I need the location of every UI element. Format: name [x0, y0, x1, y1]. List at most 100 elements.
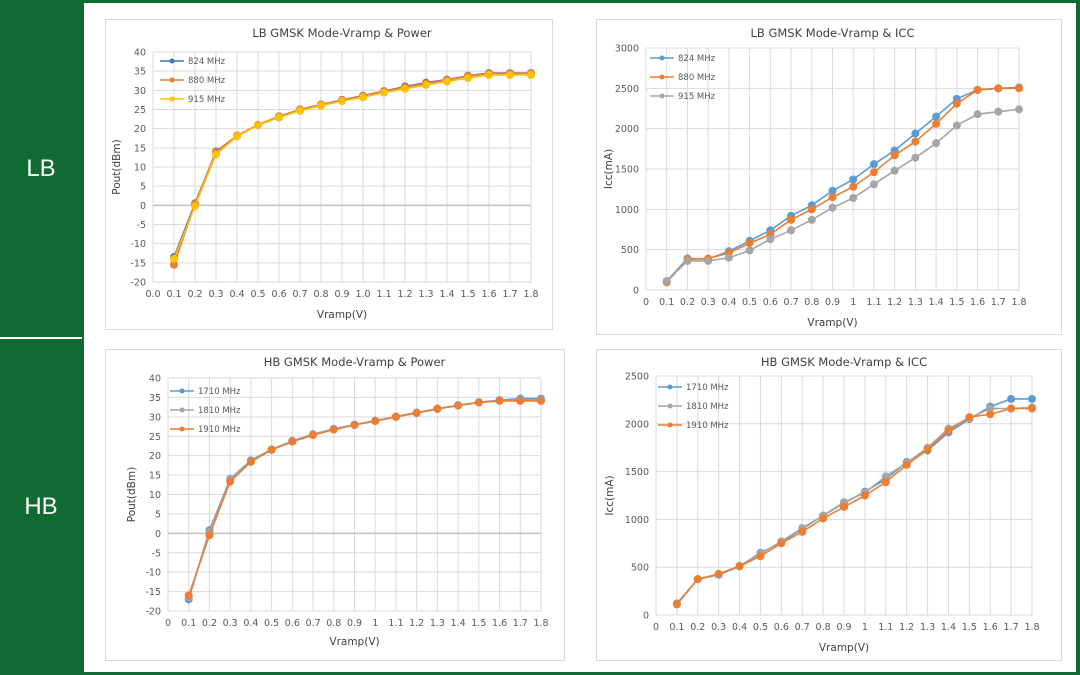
x-tick-label: 0.8: [326, 618, 341, 629]
x-tick-label: 0.7: [306, 618, 321, 629]
chart-panel: [84, 3, 1076, 672]
x-tick-label: 0.7: [292, 289, 307, 300]
legend-entry: 824 MHz: [188, 57, 226, 67]
y-tick-label: 20: [134, 124, 146, 135]
x-tick-label: 0.2: [187, 289, 202, 300]
data-point: [869, 160, 878, 169]
legend-entry: 1910 MHz: [686, 421, 729, 431]
data-point: [672, 600, 681, 609]
data-point: [233, 132, 241, 141]
x-tick-label: 1.7: [1004, 622, 1019, 633]
legend-entry: 1810 MHz: [686, 402, 729, 412]
y-tick-label: 15: [149, 471, 161, 482]
x-tick-label: 0.8: [804, 297, 819, 308]
data-point: [807, 215, 816, 224]
data-point: [246, 457, 255, 466]
chart-0: 0.0 0.1 0.2 0.3 0.4 0.5 0.6 0.7 0.8 0.9 1.0 1.1 1.2 1…: [111, 26, 539, 321]
x-tick-label: 0.5: [250, 289, 265, 300]
data-point: [474, 398, 483, 407]
data-point: [724, 253, 733, 262]
series-line: [187, 400, 541, 596]
y-axis-label: Pout(dBm): [126, 467, 138, 522]
x-tick-label: 1.5: [962, 622, 977, 633]
y-tick-label: 2500: [615, 84, 639, 95]
data-point: [986, 404, 995, 413]
y-tick-label: 30: [149, 412, 161, 423]
y-tick-label: 0: [155, 529, 161, 540]
x-tick-label: 0.9: [347, 618, 362, 629]
legend-marker: [179, 407, 185, 413]
data-point: [766, 235, 775, 244]
data-point: [890, 151, 899, 160]
data-point: [965, 413, 974, 422]
y-tick-label: -5: [137, 220, 146, 231]
x-tick-label: 1.2: [409, 618, 424, 629]
data-point: [745, 239, 754, 248]
x-tick-label: 0.8: [816, 622, 831, 633]
x-axis-label: Vramp(V): [317, 309, 367, 321]
data-point: [329, 425, 338, 434]
data-point: [986, 410, 995, 419]
x-tick-label: 0.2: [680, 297, 695, 308]
y-tick-label: 0: [633, 286, 639, 297]
data-point: [662, 277, 671, 286]
x-tick-label: 0.5: [742, 297, 757, 308]
x-tick-label: 1: [850, 297, 856, 308]
band-sidebar: LB HB: [0, 0, 82, 675]
data-point: [1007, 394, 1016, 403]
data-point: [828, 186, 837, 195]
data-point: [745, 246, 754, 255]
y-tick-label: 35: [149, 393, 161, 404]
x-tick-label: 1.4: [439, 289, 454, 300]
x-tick-label: 0.4: [732, 622, 747, 633]
data-point: [860, 491, 869, 500]
x-tick-label: 0: [653, 622, 659, 633]
data-point: [516, 396, 525, 405]
y-tick-label: 35: [134, 67, 146, 78]
legend-entry: 824 MHz: [678, 54, 716, 64]
legend-marker: [667, 403, 673, 409]
y-tick-label: 20: [149, 451, 161, 462]
y-tick-label: -15: [130, 258, 146, 269]
y-tick-label: 15: [134, 143, 146, 154]
y-tick-label: 10: [134, 163, 146, 174]
x-tick-label: 0.9: [836, 622, 851, 633]
x-tick-label: 0.5: [264, 618, 279, 629]
data-point: [359, 93, 367, 102]
data-point: [464, 74, 472, 83]
x-tick-label: 0.7: [784, 297, 799, 308]
data-point: [506, 71, 514, 79]
x-axis-label: Vramp(V): [807, 317, 857, 329]
data-point: [849, 175, 858, 184]
data-point: [205, 531, 214, 540]
series-line: [187, 398, 542, 598]
band-label-hb: HB: [24, 493, 58, 520]
x-tick-label: 1.4: [451, 618, 466, 629]
data-point: [756, 552, 765, 561]
y-tick-label: 5: [155, 509, 161, 520]
y-axis-label: Pout(dBm): [111, 139, 123, 194]
x-tick-label: 1.6: [970, 297, 985, 308]
chart-title: LB GMSK Mode-Vramp & Power: [252, 26, 432, 40]
x-tick-label: 1.4: [941, 622, 956, 633]
data-point: [849, 194, 858, 203]
legend-marker: [667, 422, 673, 428]
chart-1: 0 0.1 0.2 0.3 0.4 0.5 0.6 0.7 0.8 0.9 1 1.1 1.2 1.3 1.…: [603, 26, 1027, 329]
y-tick-label: 25: [134, 105, 146, 116]
y-tick-label: 5: [140, 182, 146, 193]
x-tick-label: 1.2: [887, 297, 902, 308]
x-tick-label: 1.1: [866, 297, 881, 308]
x-tick-label: 1.1: [388, 618, 403, 629]
x-tick-label: 1.5: [471, 618, 486, 629]
data-point: [1007, 404, 1016, 413]
data-point: [704, 256, 713, 265]
x-tick-label: 1.5: [949, 297, 964, 308]
y-tick-label: 500: [621, 245, 639, 256]
legend-marker: [659, 93, 665, 99]
x-tick-label: 0.4: [229, 289, 244, 300]
x-tick-label: 0.6: [774, 622, 789, 633]
chart-title: LB GMSK Mode-Vramp & ICC: [751, 26, 915, 40]
data-point: [288, 437, 297, 446]
x-tick-label: 1.3: [418, 289, 433, 300]
x-tick-label: 0.3: [223, 618, 238, 629]
